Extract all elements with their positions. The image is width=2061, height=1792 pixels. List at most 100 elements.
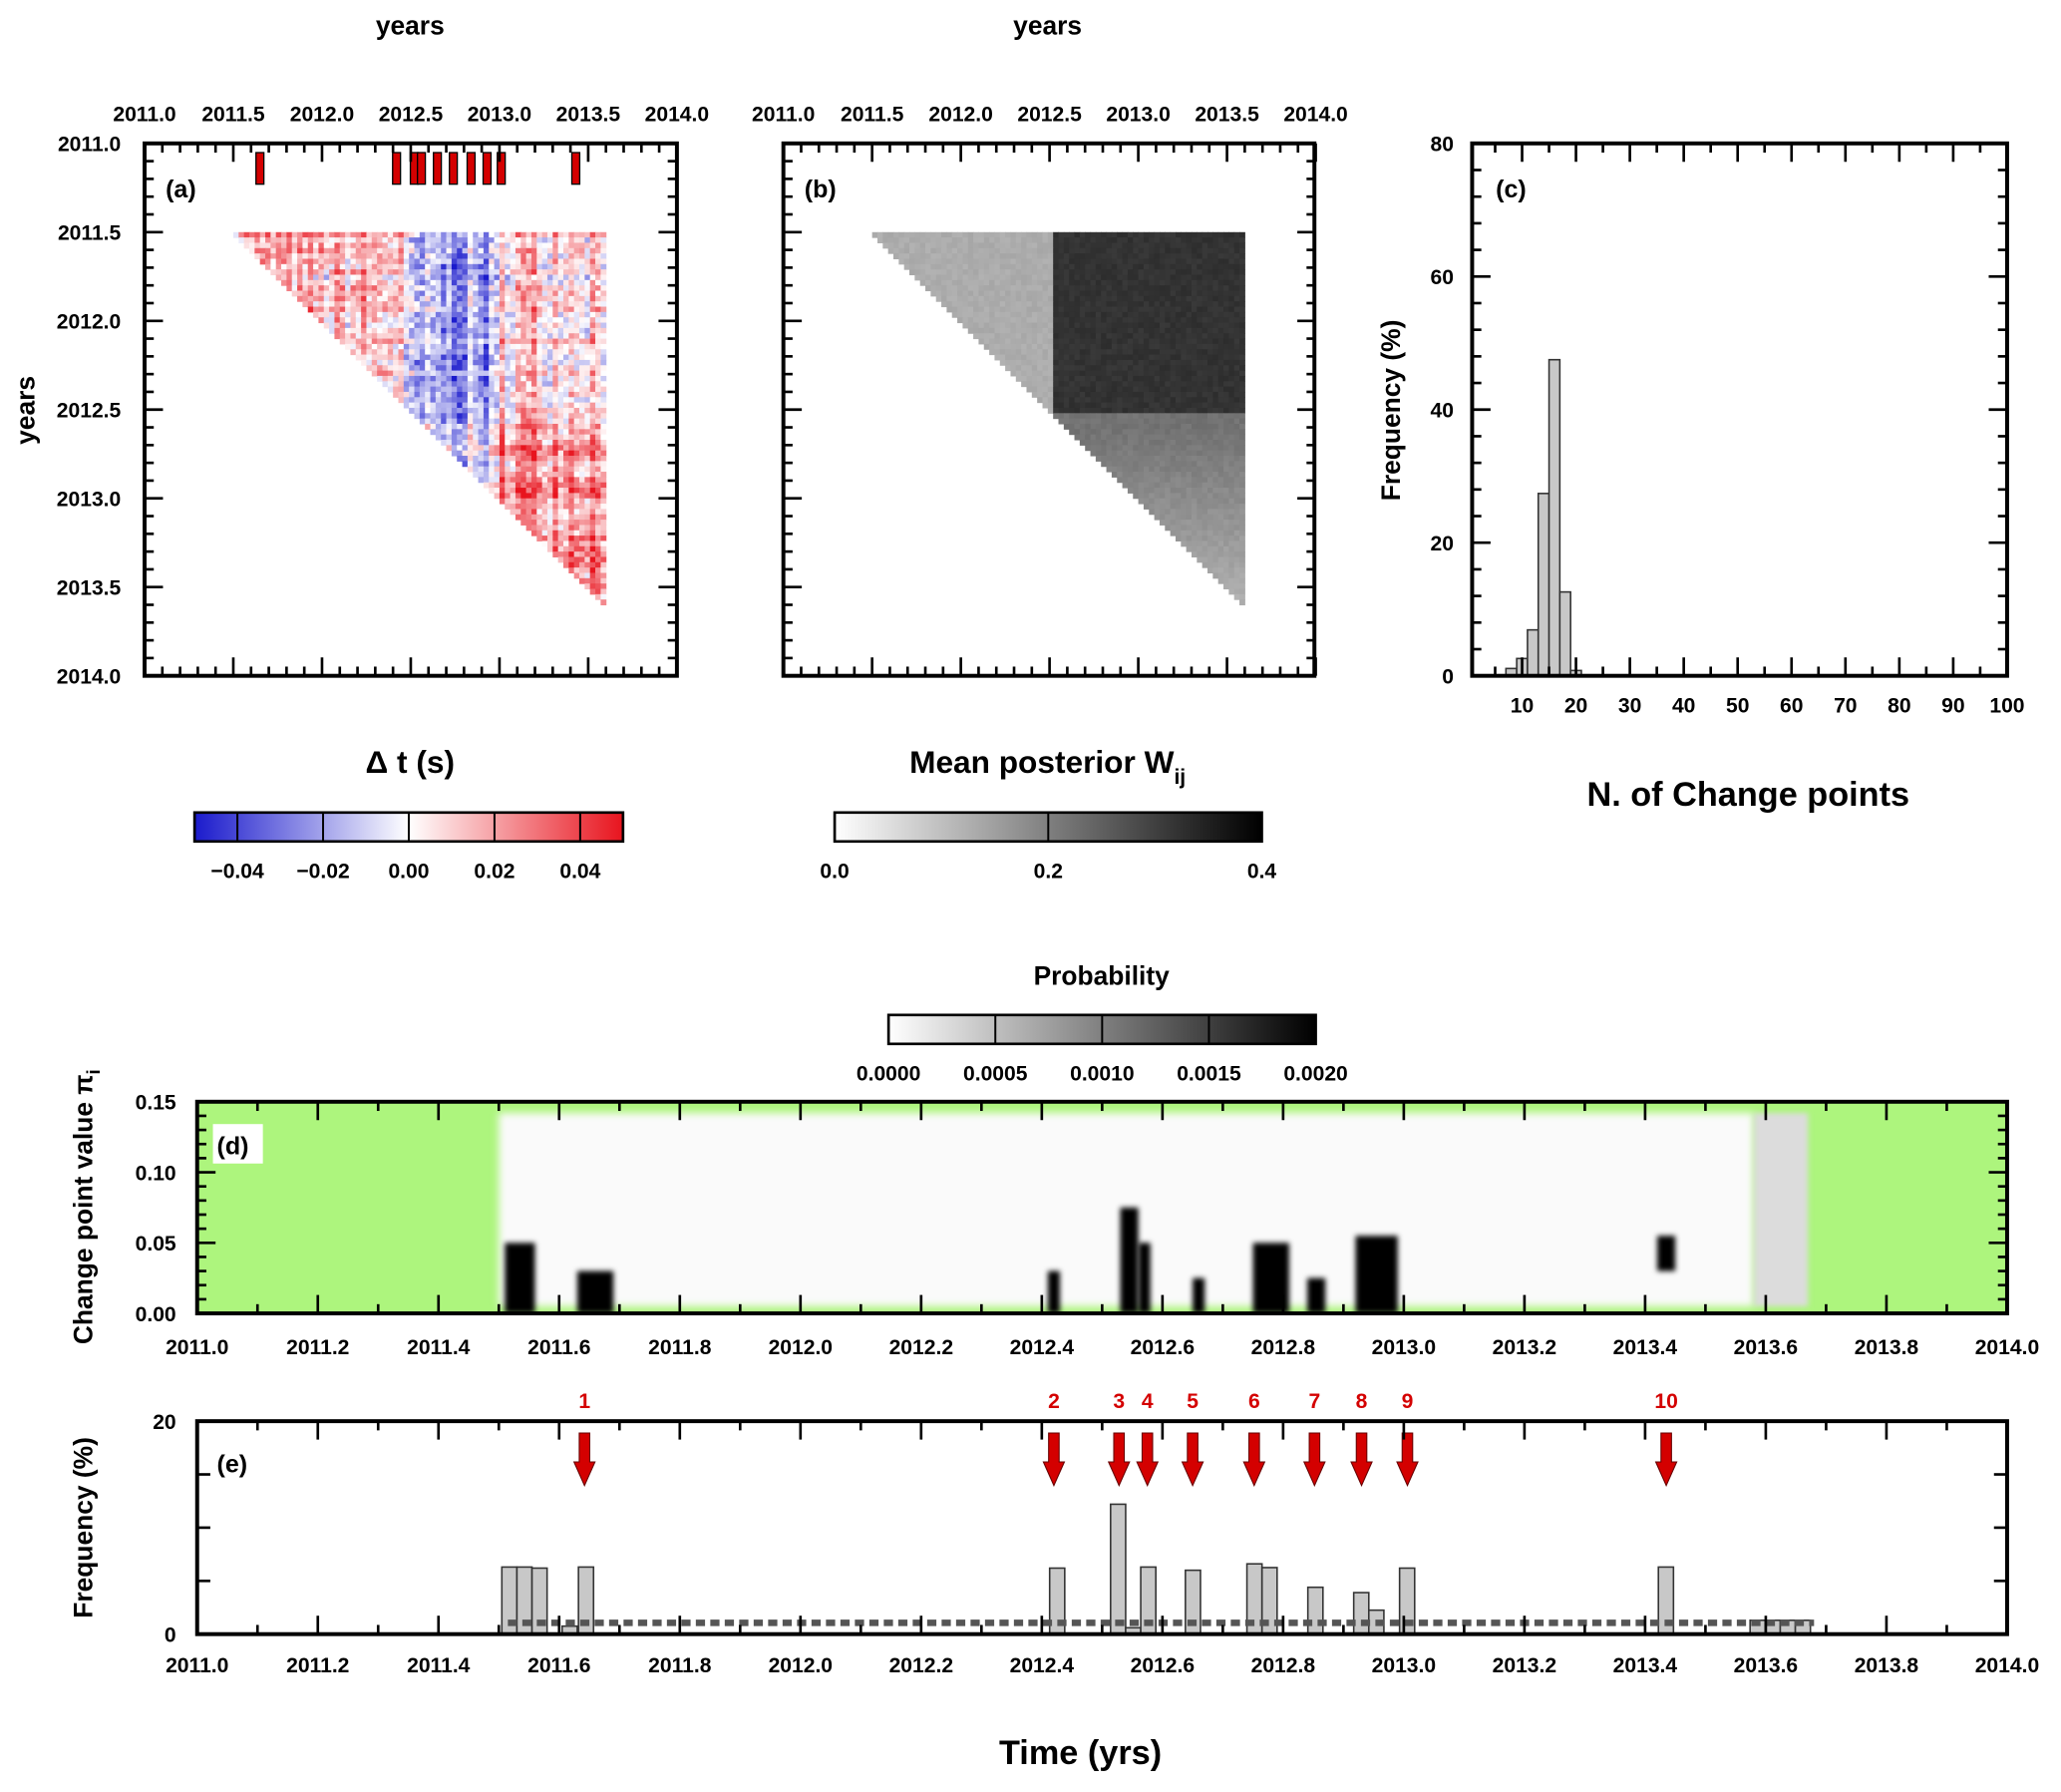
matrix-cell [530, 237, 537, 243]
matrix-cell [541, 269, 548, 276]
matrix-cell [430, 269, 437, 276]
matrix-cell [520, 450, 527, 457]
matrix-cell [483, 375, 490, 382]
matrix-cell [510, 317, 516, 324]
matrix-cell [1228, 279, 1235, 286]
matrix-cell [313, 306, 319, 313]
matrix-cell [393, 237, 400, 243]
matrix-cell [973, 253, 979, 260]
matrix-cell [510, 242, 516, 249]
matrix-cell [525, 343, 532, 350]
matrix-cell [510, 456, 516, 462]
matrix-cell [1095, 429, 1102, 436]
matrix-cell [1197, 317, 1203, 324]
matrix-cell [546, 306, 553, 313]
matrix-cell [1197, 231, 1203, 238]
matrix-cell [595, 322, 601, 329]
matrix-cell [1233, 359, 1240, 366]
matrix-cell [1159, 333, 1166, 340]
matrix-cell [999, 242, 1006, 249]
matrix-cell [1197, 418, 1203, 425]
matrix-cell [409, 343, 416, 350]
matrix-cell [489, 349, 496, 356]
matrix-cell [903, 247, 910, 254]
matrix-cell [1005, 258, 1011, 265]
matrix-cell [600, 231, 607, 238]
matrix-cell [371, 274, 378, 281]
matrix-cell [382, 290, 389, 297]
matrix-cell [1079, 365, 1086, 372]
matrix-cell [989, 253, 995, 260]
matrix-cell [600, 418, 607, 425]
matrix-cell [1042, 301, 1049, 308]
matrix-cell [595, 466, 601, 473]
matrix-cell [589, 577, 596, 584]
matrix-cell [430, 253, 437, 260]
matrix-cell [361, 274, 367, 281]
matrix-cell [1058, 375, 1065, 382]
matrix-cell [589, 306, 596, 313]
matrix-cell [409, 375, 416, 382]
matrix-cell [435, 407, 442, 414]
matrix-cell [1197, 253, 1203, 260]
matrix-cell [1207, 456, 1213, 462]
matrix-cell [446, 349, 453, 356]
matrix-cell [510, 338, 516, 345]
matrix-cell [483, 274, 490, 281]
matrix-cell [494, 391, 501, 398]
matrix-cell [451, 386, 458, 393]
matrix-cell [1202, 472, 1208, 478]
matrix-cell [1217, 354, 1224, 361]
matrix-cell [1223, 311, 1229, 318]
matrix-cell [435, 279, 442, 286]
matrix-cell [579, 514, 585, 521]
matrix-cell [387, 279, 394, 286]
matrix-cell [520, 493, 527, 500]
matrix-cell [1207, 445, 1213, 452]
matrix-cell [999, 269, 1006, 276]
matrix-cell [1031, 354, 1038, 361]
matrix-cell [403, 311, 410, 318]
matrix-cell [387, 327, 394, 334]
matrix-cell [323, 279, 330, 286]
matrix-cell [600, 381, 607, 388]
matrix-cell [377, 237, 384, 243]
matrix-cell [1037, 391, 1044, 398]
matrix-cell [1217, 440, 1224, 446]
matrix-cell [499, 375, 506, 382]
matrix-cell [1031, 338, 1038, 345]
matrix-cell [339, 327, 346, 334]
matrix-cell [1191, 418, 1198, 425]
matrix-cell [1047, 322, 1054, 329]
matrix-cell [1217, 472, 1224, 478]
matrix-cell [1026, 242, 1033, 249]
matrix-cell [1207, 317, 1213, 324]
matrix-cell [1233, 242, 1240, 249]
matrix-cell [510, 311, 516, 318]
matrix-cell [999, 349, 1006, 356]
matrix-cell [1159, 450, 1166, 457]
matrix-cell [989, 317, 995, 324]
matrix-cell [441, 381, 448, 388]
panel-a-letter-bg [160, 168, 208, 205]
matrix-cell [1159, 440, 1166, 446]
matrix-cell [1085, 413, 1092, 420]
matrix-cell [1053, 237, 1060, 243]
matrix-cell [589, 429, 596, 436]
matrix-cell [419, 269, 426, 276]
matrix-cell [1175, 279, 1182, 286]
matrix-cell [1090, 333, 1097, 340]
matrix-cell [520, 279, 527, 286]
matrix-cell [573, 359, 580, 366]
matrix-cell [489, 343, 496, 350]
matrix-cell [999, 306, 1006, 313]
matrix-cell [568, 504, 575, 510]
matrix-cell [530, 258, 537, 265]
matrix-cell [350, 247, 357, 254]
matrix-cell [403, 402, 410, 409]
matrix-cell [451, 279, 458, 286]
matrix-cell [1042, 402, 1049, 409]
matrix-cell [403, 327, 410, 334]
matrix-cell [1053, 317, 1060, 324]
matrix-cell [339, 263, 346, 270]
